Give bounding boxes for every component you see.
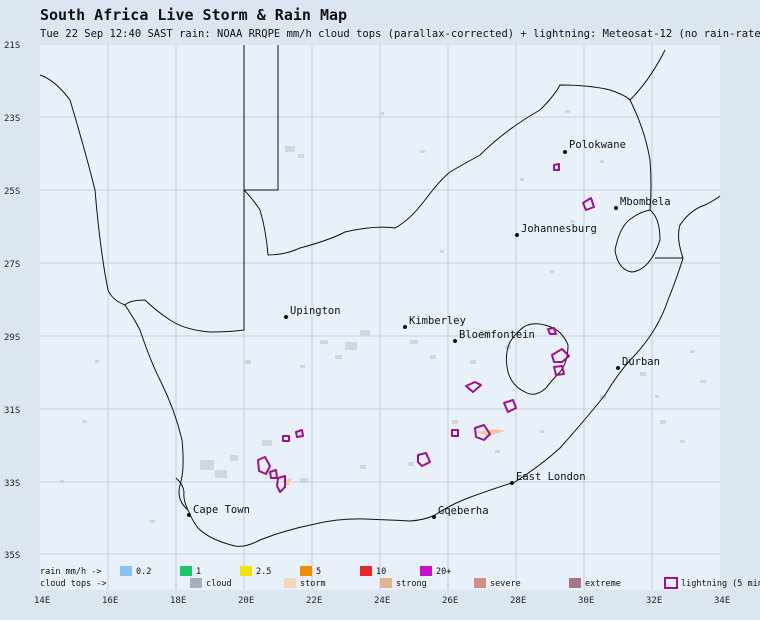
lon-label-26e: 26E	[442, 596, 458, 606]
legend-extreme: extreme	[585, 579, 621, 589]
mozambique-coast	[678, 195, 721, 259]
legend-severe-swatch	[474, 578, 486, 588]
lon-label-30e: 30E	[578, 596, 594, 606]
lon-label-16e: 16E	[102, 596, 118, 606]
lon-label-20e: 20E	[238, 596, 254, 606]
legend-cloud: cloud	[206, 579, 232, 589]
city-dot	[515, 233, 519, 237]
legend-rain-swatch-20-plus	[420, 566, 432, 576]
legend-lightning: lightning (5 min	[681, 579, 760, 589]
city-label: East London	[516, 471, 586, 483]
city-dot	[453, 339, 457, 343]
legend-cloud-swatch	[190, 578, 202, 588]
lon-label-18e: 18E	[170, 596, 186, 606]
lat-label-27s: 27S	[4, 260, 20, 270]
city-kimberley[interactable]: Kimberley	[403, 315, 466, 329]
map-title: South Africa Live Storm & Rain Map	[40, 6, 348, 24]
legend-strong-swatch	[380, 578, 392, 588]
city-label: Johannesburg	[521, 223, 597, 235]
city-dot	[187, 513, 191, 517]
legend-rain-swatch-1	[180, 566, 192, 576]
legend-severe: severe	[490, 579, 521, 589]
legend-lightning-swatch	[664, 577, 678, 589]
city-dot	[432, 515, 436, 519]
city-mbombela[interactable]: Mbombela	[614, 196, 671, 210]
city-upington[interactable]: Upington	[284, 305, 341, 319]
legend-cloud-label: cloud tops ->	[40, 579, 107, 589]
city-durban[interactable]: Durban	[616, 356, 660, 370]
lon-label-22e: 22E	[306, 596, 322, 606]
legend-rain-2-5: 2.5	[256, 567, 271, 577]
longitude-labels: 14E 16E 18E 20E 22E 24E 26E 28E 30E 32E …	[34, 596, 730, 606]
borders	[39, 45, 721, 547]
lat-label-21s: 21S	[4, 41, 20, 51]
city-dot	[616, 366, 620, 370]
map-subtitle: Tue 22 Sep 12:40 SAST rain: NOAA RRQPE m…	[40, 28, 760, 40]
legend-rain-1: 1	[196, 567, 201, 577]
legend-rain-swatch-0-2	[120, 566, 132, 576]
city-dot	[510, 481, 514, 485]
legend-rain-swatch-5	[300, 566, 312, 576]
lon-label-24e: 24E	[374, 596, 390, 606]
cloud-cover	[60, 110, 706, 523]
lon-label-14e: 14E	[34, 596, 50, 606]
cape-peninsula	[175, 477, 189, 511]
botswana-border	[243, 84, 631, 256]
city-dot	[614, 206, 618, 210]
city-label: Bloemfontein	[459, 329, 535, 341]
namibia-south-border	[124, 45, 245, 333]
namibia-coast	[39, 74, 141, 331]
city-bloemfontein[interactable]: Bloemfontein	[453, 329, 535, 343]
city-polokwane[interactable]: Polokwane	[563, 139, 626, 154]
legend-storm-swatch	[284, 578, 296, 588]
lat-label-25s: 25S	[4, 187, 20, 197]
legend-extreme-swatch	[569, 578, 581, 588]
city-dot	[403, 325, 407, 329]
legend-rain-0-2: 0.2	[136, 567, 151, 577]
legend-storm: storm	[300, 579, 326, 589]
city-label: Cape Town	[193, 504, 250, 516]
legend-rain-10: 10	[376, 567, 386, 577]
legend-rain-20-plus: 20+	[436, 567, 451, 577]
legend-rain-swatch-2-5	[240, 566, 252, 576]
legend-rain-swatch-10	[360, 566, 372, 576]
lightning-cells	[257, 163, 595, 493]
city-johannesburg[interactable]: Johannesburg	[515, 223, 597, 237]
lon-label-28e: 28E	[510, 596, 526, 606]
city-label: Kimberley	[409, 315, 466, 327]
botswana-west-border	[244, 45, 279, 191]
legend-strong: strong	[396, 579, 427, 589]
city-dot	[563, 150, 567, 154]
lat-label-35s: 35S	[4, 551, 20, 561]
city-markers: Polokwane Mbombela Johannesburg Upington…	[187, 139, 671, 519]
mozambique-border	[629, 99, 652, 211]
map-legend: rain mm/h -> 0.2 1 2.5 5 10 20+ cloud to…	[40, 566, 760, 589]
graticule	[40, 45, 720, 590]
lon-label-32e: 32E	[646, 596, 662, 606]
lon-label-34e: 34E	[714, 596, 730, 606]
lat-label-29s: 29S	[4, 333, 20, 343]
city-label: Polokwane	[569, 139, 626, 151]
legend-rain-5: 5	[316, 567, 321, 577]
lat-label-23s: 23S	[4, 114, 20, 124]
city-label: Upington	[290, 305, 341, 317]
city-gqeberha[interactable]: Gqeberha	[432, 505, 489, 519]
sa-coastline	[139, 257, 684, 547]
legend-rain-label: rain mm/h ->	[40, 567, 101, 577]
city-label: Mbombela	[620, 196, 671, 208]
city-cape-town[interactable]: Cape Town	[187, 504, 250, 517]
zimbabwe-border	[629, 49, 666, 101]
lat-label-33s: 33S	[4, 479, 20, 489]
city-label: Durban	[622, 356, 660, 368]
city-dot	[284, 315, 288, 319]
latitude-labels: 21S 23S 25S 27S 29S 31S 33S 35S	[4, 41, 20, 561]
city-east-london[interactable]: East London	[510, 471, 586, 485]
city-label: Gqeberha	[438, 505, 489, 517]
lat-label-31s: 31S	[4, 406, 20, 416]
eswatini-border	[614, 209, 661, 273]
